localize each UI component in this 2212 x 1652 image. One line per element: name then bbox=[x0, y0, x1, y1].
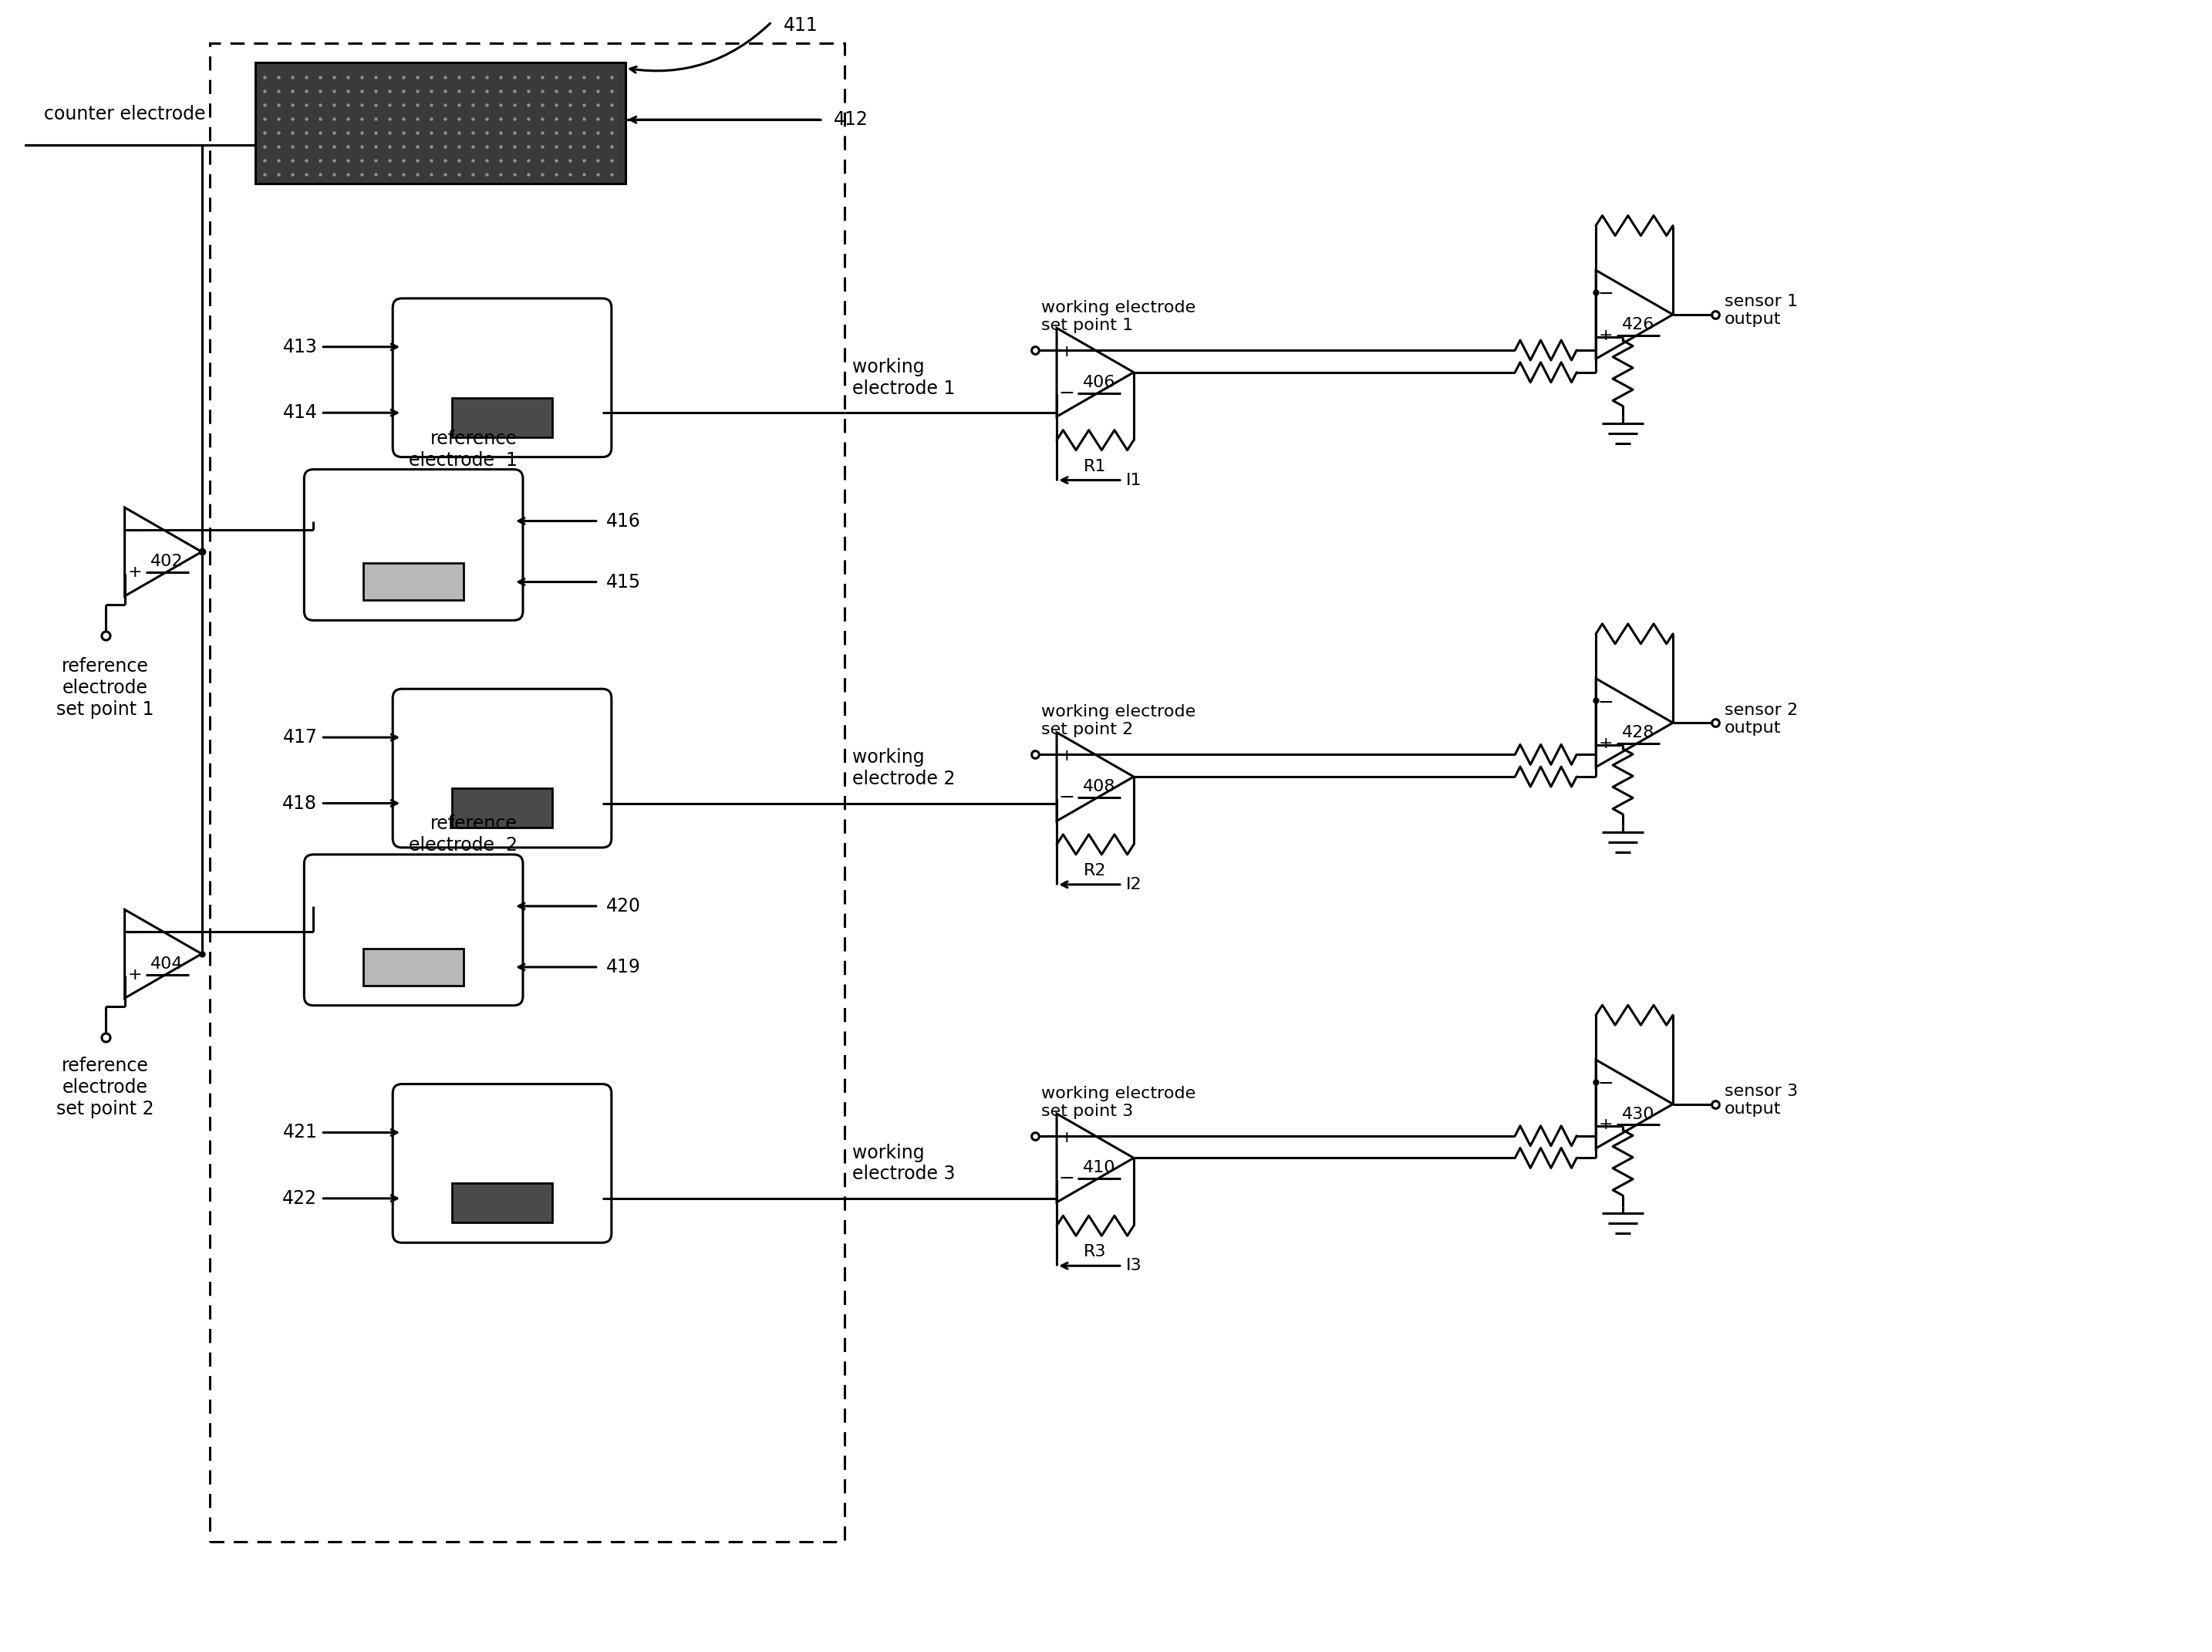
Text: 426: 426 bbox=[1621, 317, 1655, 332]
Text: 406: 406 bbox=[1082, 375, 1115, 390]
Text: −: − bbox=[1060, 788, 1075, 806]
Text: reference
electrode 2: reference electrode 2 bbox=[409, 814, 518, 854]
Text: +: + bbox=[1060, 1130, 1073, 1145]
Text: +: + bbox=[128, 966, 142, 983]
Text: sensor 3
output: sensor 3 output bbox=[1725, 1084, 1798, 1117]
Text: reference
electrode
set point 1: reference electrode set point 1 bbox=[58, 657, 155, 719]
Bar bbox=[363, 948, 465, 986]
Text: working
electrode 1: working electrode 1 bbox=[852, 358, 956, 398]
Text: 418: 418 bbox=[283, 795, 316, 813]
Text: 410: 410 bbox=[1082, 1160, 1115, 1176]
Text: +: + bbox=[1060, 344, 1073, 360]
Text: working electrode
set point 2: working electrode set point 2 bbox=[1042, 704, 1197, 737]
Text: −: − bbox=[1060, 383, 1075, 401]
Text: 415: 415 bbox=[606, 573, 641, 591]
Text: 413: 413 bbox=[283, 337, 316, 357]
Text: 412: 412 bbox=[834, 111, 867, 129]
Text: −: − bbox=[126, 923, 144, 943]
Text: R1: R1 bbox=[1084, 459, 1106, 474]
Text: −: − bbox=[1597, 284, 1615, 304]
Bar bbox=[451, 1183, 553, 1222]
Text: sensor 1
output: sensor 1 output bbox=[1725, 294, 1798, 327]
Text: working electrode
set point 3: working electrode set point 3 bbox=[1042, 1085, 1197, 1118]
Text: R2: R2 bbox=[1084, 862, 1106, 879]
Text: +: + bbox=[1060, 748, 1073, 763]
Text: 422: 422 bbox=[283, 1189, 316, 1208]
Text: 408: 408 bbox=[1082, 780, 1115, 795]
Text: R3: R3 bbox=[1084, 1244, 1106, 1260]
Text: 402: 402 bbox=[150, 553, 184, 570]
Text: reference
electrode 1: reference electrode 1 bbox=[409, 430, 518, 469]
Text: +: + bbox=[1599, 1117, 1613, 1132]
Text: working electrode
set point 1: working electrode set point 1 bbox=[1042, 301, 1197, 334]
Text: +: + bbox=[1599, 735, 1613, 752]
Text: I3: I3 bbox=[1126, 1259, 1141, 1274]
Text: 404: 404 bbox=[150, 957, 184, 971]
Text: −: − bbox=[1597, 1074, 1615, 1092]
Bar bbox=[451, 788, 553, 828]
Text: 419: 419 bbox=[606, 958, 641, 976]
Text: working
electrode 3: working electrode 3 bbox=[852, 1143, 956, 1183]
Text: +: + bbox=[1599, 327, 1613, 344]
Text: 416: 416 bbox=[606, 512, 641, 530]
Text: sensor 2
output: sensor 2 output bbox=[1725, 702, 1798, 735]
Text: −: − bbox=[126, 522, 144, 540]
Text: I1: I1 bbox=[1126, 472, 1141, 487]
Bar bbox=[257, 63, 626, 183]
Text: 414: 414 bbox=[283, 403, 316, 421]
Bar bbox=[363, 563, 465, 600]
Text: 411: 411 bbox=[783, 17, 818, 35]
Text: 417: 417 bbox=[283, 729, 316, 747]
Text: +: + bbox=[128, 565, 142, 580]
Bar bbox=[451, 398, 553, 438]
Text: 421: 421 bbox=[283, 1123, 316, 1142]
Bar bbox=[210, 43, 845, 1541]
Text: reference
electrode
set point 2: reference electrode set point 2 bbox=[58, 1057, 155, 1118]
Text: 430: 430 bbox=[1621, 1107, 1655, 1122]
Text: I2: I2 bbox=[1126, 877, 1141, 892]
Text: working
electrode 2: working electrode 2 bbox=[852, 748, 956, 788]
Text: −: − bbox=[1060, 1170, 1075, 1188]
Text: 428: 428 bbox=[1621, 725, 1655, 740]
Text: −: − bbox=[1597, 692, 1615, 712]
Text: counter electrode: counter electrode bbox=[44, 106, 206, 124]
Text: 420: 420 bbox=[606, 897, 641, 915]
